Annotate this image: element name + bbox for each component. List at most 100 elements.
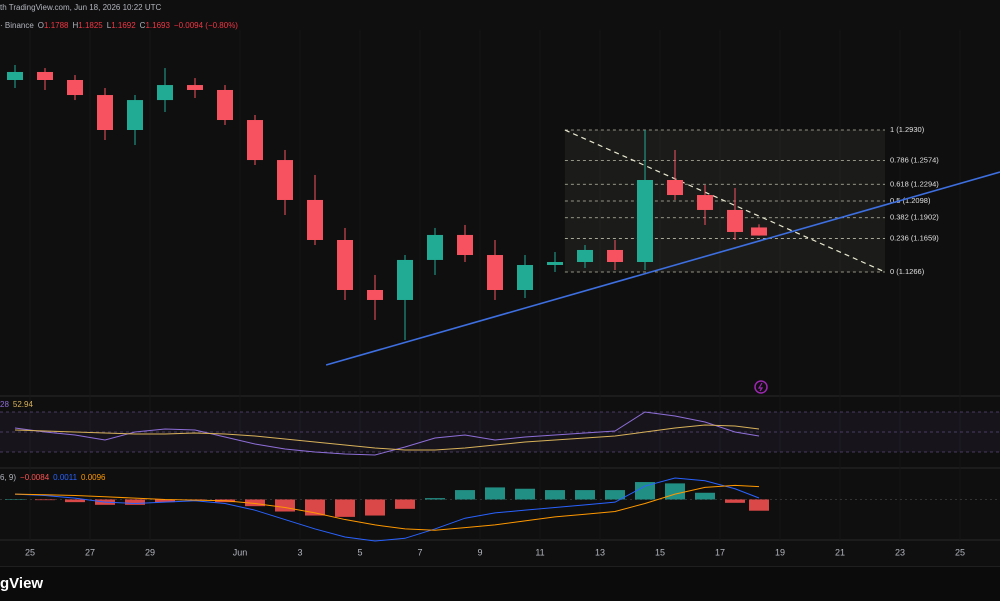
candle-body [67,80,84,96]
macd-line [14,477,760,542]
x-tick-label: 11 [535,547,544,557]
ohlc-item: H1.1825 [73,21,103,30]
candle-body [637,180,654,263]
ohlc-key: C [139,21,146,30]
ohlc-value: 1.1788 [44,21,69,30]
candle-body [667,180,684,196]
rsi-label: 28 [0,400,9,409]
date-axis: 25 27 29 Jun 3 5 7 9 11 13 15 17 19 21 23 25 [25,547,965,557]
candle-body [751,227,768,236]
ohlc-item: L1.1692 [107,21,136,30]
candle-body [367,289,384,300]
histogram-bar [695,492,716,500]
candle-body [217,89,234,121]
x-tick-label: 9 [477,547,482,557]
x-tick-label: 3 [297,547,302,557]
candle-body [337,239,354,290]
fib-label: 0.382 (1.1902) [890,213,939,222]
candle-body [307,199,324,240]
histogram-bar [545,490,566,500]
fib-diagonal [564,129,886,273]
x-tick-label: 15 [655,547,665,557]
histogram-bar [65,499,86,503]
grid [29,30,961,540]
ohlc-item: O1.1788 [38,21,69,30]
ohlc-key: H [72,21,79,30]
histogram-bar [665,483,686,500]
candle-body [547,262,564,265]
x-tick-label: 13 [595,547,605,557]
ohlc-value: 1.1825 [78,21,103,30]
histogram-bar [725,499,746,503]
histogram-bar [365,499,386,516]
x-tick-label: 29 [145,547,155,557]
histogram-bar [275,499,296,512]
fib-label: 0 (1.1266) [890,267,925,276]
candle-body [487,255,504,290]
x-tick-label: 25 [25,547,35,557]
candle-body [7,71,24,81]
rsi-line [14,424,760,451]
ohlc-key: L [106,21,112,30]
rsi-value: 52.94 [12,400,33,409]
header-ohlc: · Binance O1.1788 H1.1825 L1.1692 C1.1693 −… [0,21,238,30]
macd-legend: 6, 9) −0.0084 0.0011 0.0096 [0,473,106,482]
x-tick-label: 23 [895,547,905,557]
candle-body [727,209,744,232]
fib-label: 1 (1.2930) [890,125,925,134]
header-source: th TradingView.com, Jun 18, 2026 10:22 U… [0,3,161,12]
footer: gView [0,566,1000,601]
x-tick-label: 21 [835,547,845,557]
ohlc-value: 1.1692 [111,21,136,30]
histogram-bar [455,490,476,500]
candle-body [397,259,414,300]
candle-body [517,264,534,290]
candle-body [127,100,144,131]
source-text: th TradingView.com, Jun 18, 2026 10:22 U… [0,3,162,12]
candle-body [577,249,594,263]
macd-value: 0.0011 [53,473,78,482]
candle-body [457,234,474,256]
exchange: · Binance [0,21,34,30]
histogram-bar [425,498,446,500]
histogram-bar [155,499,176,503]
rsi-line [14,411,760,456]
histogram-bar [605,490,626,500]
histogram-bar [635,482,656,500]
ohlc-values: O1.1788 H1.1825 L1.1692 C1.1693 [38,21,170,30]
macd-label: 6, 9) [0,473,17,482]
ohlc-value: 1.1693 [145,21,170,30]
x-tick-label: Jun [233,547,248,557]
histogram-bar [245,499,266,507]
candle-body [97,95,114,131]
fib-label: 0.618 (1.2294) [890,179,939,188]
histogram-bar [395,499,416,509]
macd-hist-value: −0.0084 [20,473,50,482]
histogram-bar [35,499,56,501]
ohlc-key: O [37,21,45,30]
macd-pane [0,477,1000,542]
x-tick-label: 17 [715,547,725,557]
price-pane: 1 (1.2930) 0.786 (1.2574) 0.618 (1.2294) 0.… [7,64,1000,366]
histogram-bar [335,499,356,517]
candle-body [427,234,444,260]
x-tick-label: 25 [955,547,965,557]
trendline [325,171,1000,366]
candle-body [37,71,54,81]
x-tick-label: 7 [417,547,422,557]
alert-icon [754,380,768,394]
candle-body [187,85,204,90]
histogram-bar [5,499,26,500]
x-tick-label: 27 [85,547,95,557]
candle-body [277,160,294,200]
candle-body [697,195,714,210]
x-tick-label: 19 [775,547,785,557]
candle-body [607,249,624,263]
signal-line [14,484,760,531]
candle-body [247,120,264,161]
fib-label: 0.236 (1.1659) [890,233,939,242]
fib-label: 0.5 (1.2098) [890,196,931,205]
histogram-bar [575,490,596,500]
signal-value: 0.0096 [81,473,106,482]
